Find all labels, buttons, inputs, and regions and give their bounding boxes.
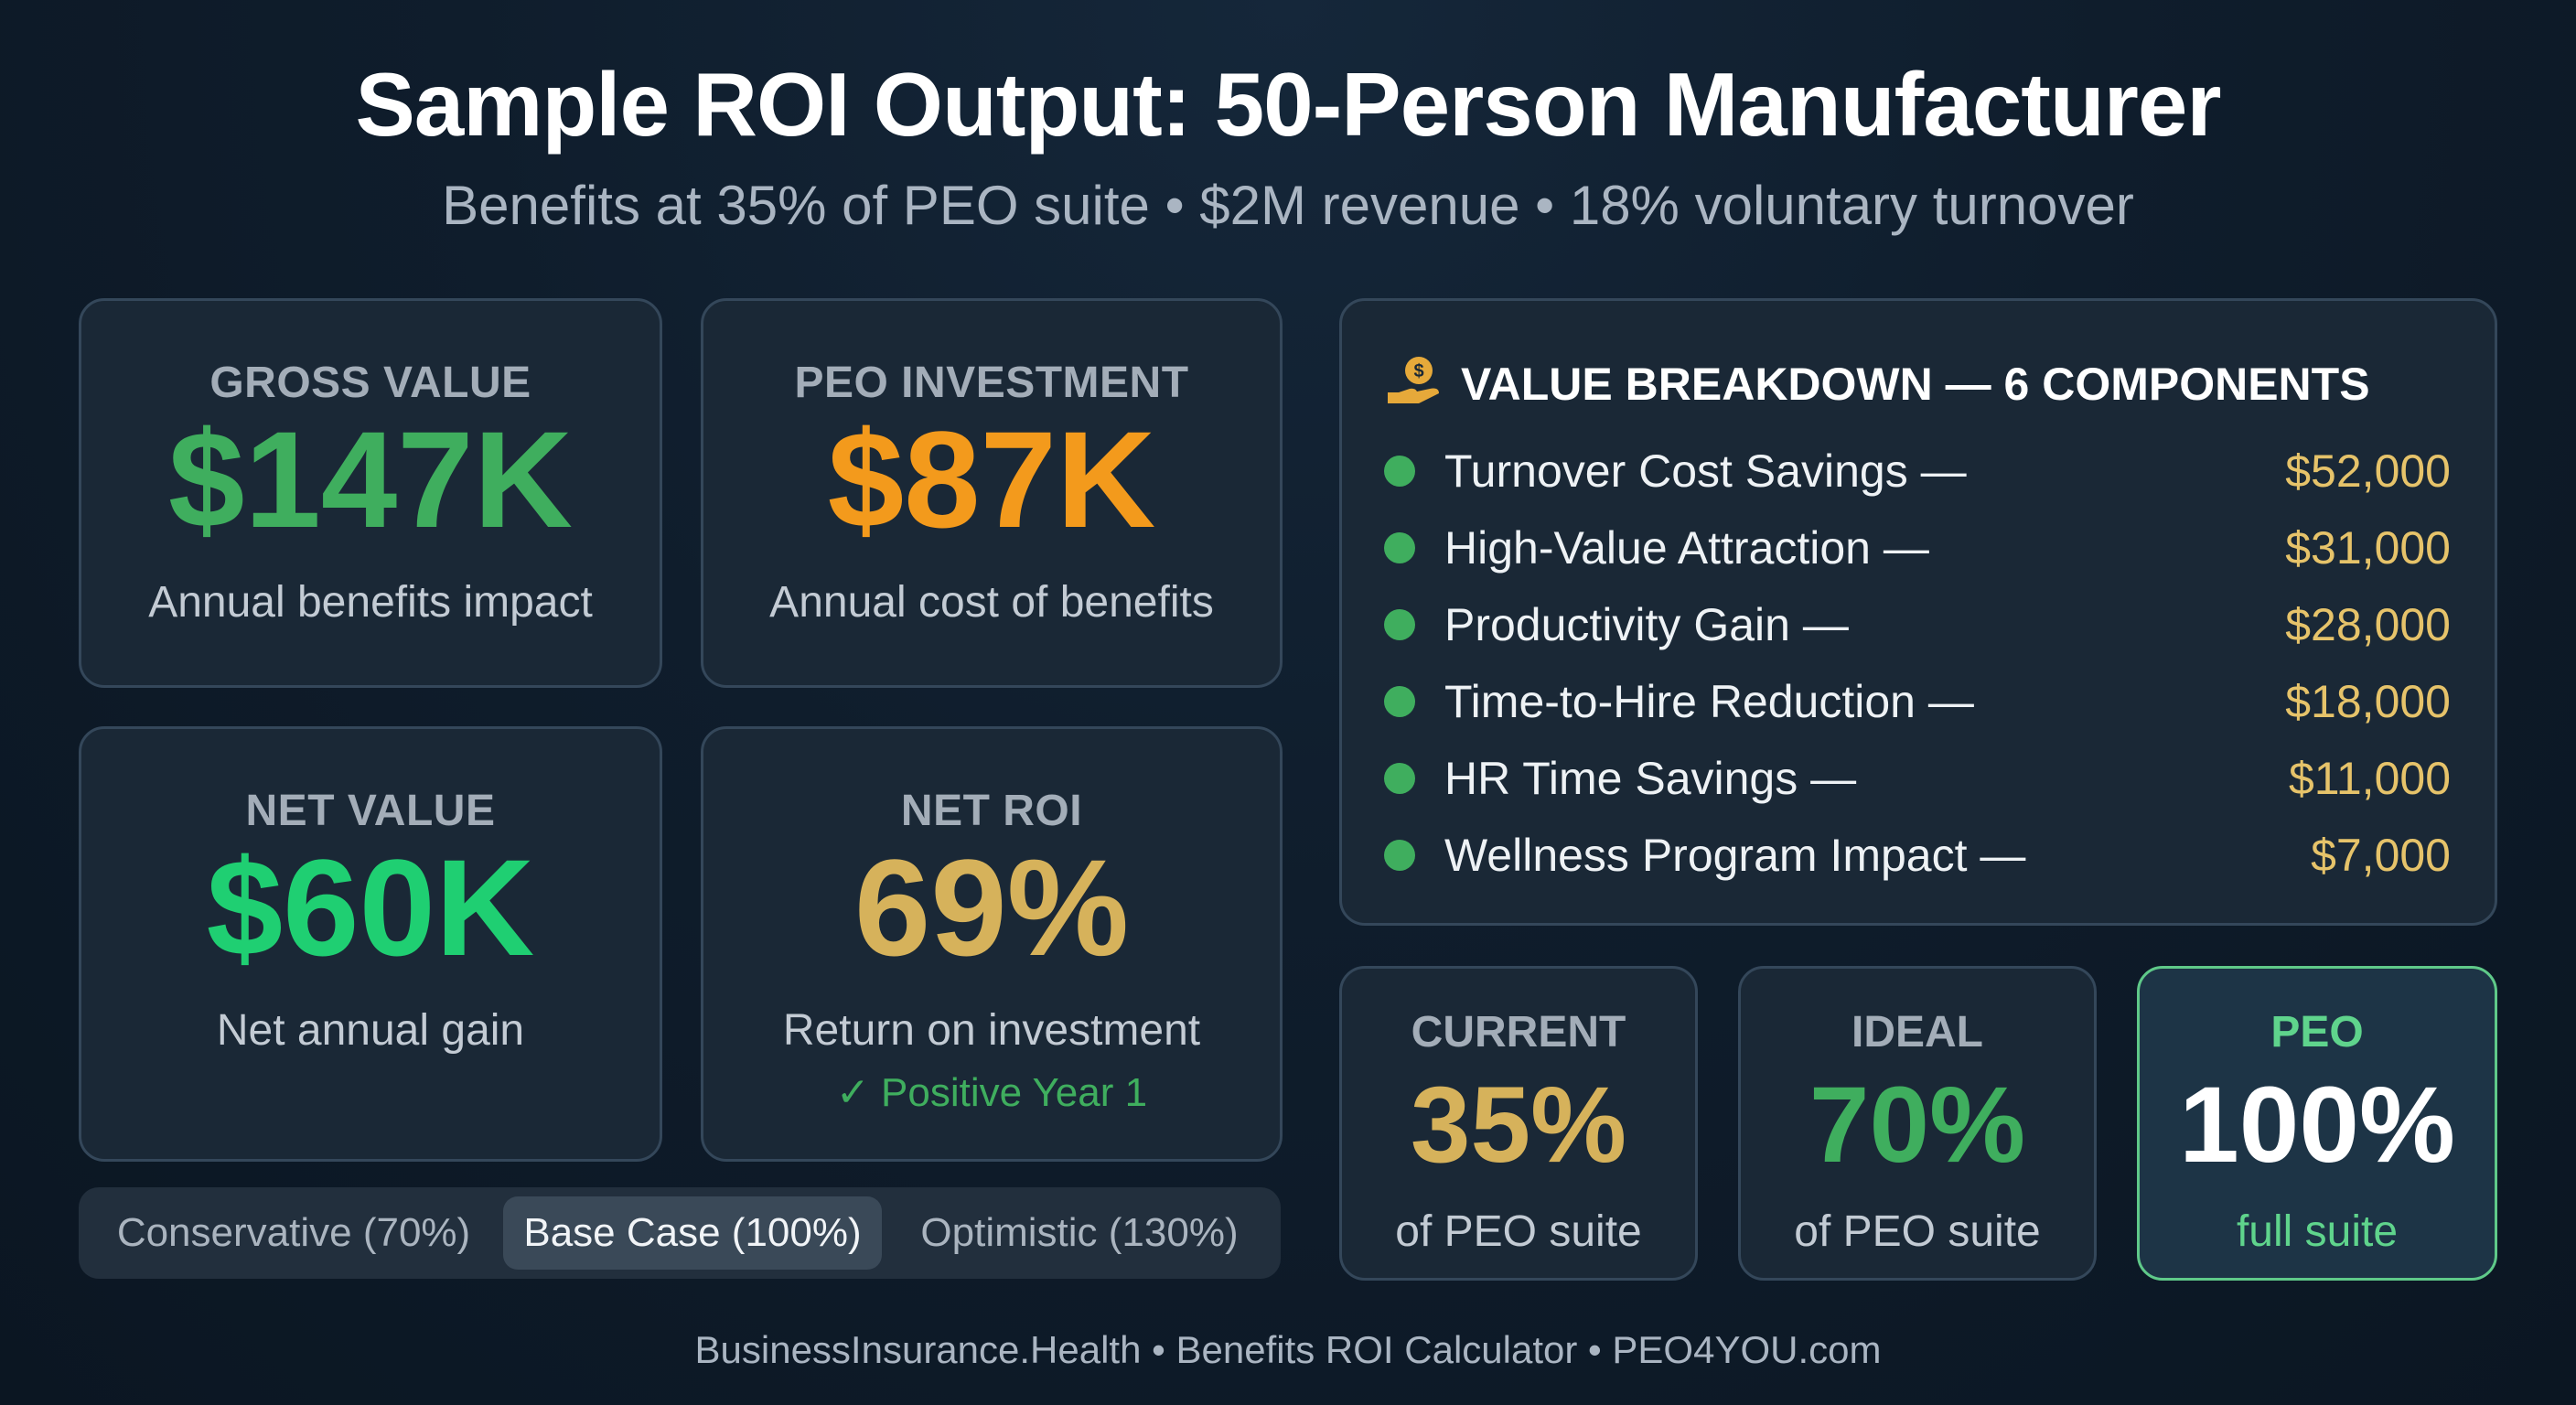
bullet-dot (1384, 686, 1415, 717)
gross-value-amount: $147K (81, 411, 660, 548)
breakdown-label: Time-to-Hire Reduction — (1444, 674, 1974, 729)
net-roi-card: NET ROI 69% Return on investment ✓ Posit… (701, 726, 1283, 1162)
value-breakdown-card: $ VALUE BREAKDOWN — 6 COMPONENTS Turnove… (1339, 298, 2497, 926)
net-value-caption: Net annual gain (81, 1005, 660, 1056)
peo-investment-card: PEO INVESTMENT $87K Annual cost of benef… (701, 298, 1283, 688)
peo-investment-label: PEO INVESTMENT (703, 358, 1280, 408)
peo-tier-value: 100% (2140, 1071, 2495, 1179)
page-title: Sample ROI Output: 50-Person Manufacture… (0, 53, 2576, 156)
peo-investment-amount: $87K (703, 411, 1280, 548)
bullet-dot (1384, 763, 1415, 794)
bullet-dot (1384, 532, 1415, 563)
breakdown-label: Productivity Gain — (1444, 597, 1849, 652)
net-value-label: NET VALUE (81, 786, 660, 836)
gross-value-card: GROSS VALUE $147K Annual benefits impact (79, 298, 662, 688)
net-value-card: NET VALUE $60K Net annual gain (79, 726, 662, 1162)
breakdown-row: High-Value Attraction — $31,000 (1384, 520, 2451, 575)
current-tier-card: CURRENT 35% of PEO suite (1339, 966, 1698, 1281)
ideal-tier-label: IDEAL (1741, 1007, 2094, 1057)
breakdown-amount: $11,000 (2289, 751, 2451, 806)
scenario-optimistic[interactable]: Optimistic (130%) (887, 1196, 1272, 1270)
peo-tier-label: PEO (2140, 1007, 2495, 1057)
current-tier-value: 35% (1342, 1071, 1695, 1179)
net-roi-label: NET ROI (703, 786, 1280, 836)
scenario-selector: Conservative (70%) Base Case (100%) Opti… (79, 1187, 1281, 1279)
ideal-tier-value: 70% (1741, 1071, 2094, 1179)
ideal-tier-sub: of PEO suite (1741, 1207, 2094, 1257)
net-roi-amount: 69% (703, 839, 1280, 976)
hand-coin-icon: $ (1384, 352, 1444, 413)
breakdown-label: Turnover Cost Savings — (1444, 444, 1967, 499)
breakdown-amount: $52,000 (2285, 444, 2451, 499)
breakdown-row: HR Time Savings — $11,000 (1384, 751, 2451, 806)
positive-year-badge: ✓ Positive Year 1 (703, 1069, 1280, 1116)
bullet-dot (1384, 456, 1415, 487)
net-roi-caption: Return on investment (703, 1005, 1280, 1056)
peo-tier-card: PEO 100% full suite (2137, 966, 2497, 1281)
bullet-dot (1384, 609, 1415, 640)
breakdown-row: Time-to-Hire Reduction — $18,000 (1384, 674, 2451, 729)
roi-output-panel: Sample ROI Output: 50-Person Manufacture… (0, 0, 2576, 1405)
value-breakdown-title: VALUE BREAKDOWN — 6 COMPONENTS (1461, 358, 2370, 411)
gross-value-label: GROSS VALUE (81, 358, 660, 408)
page-subtitle: Benefits at 35% of PEO suite • $2M reven… (0, 174, 2576, 237)
bullet-dot (1384, 840, 1415, 871)
breakdown-amount: $18,000 (2285, 674, 2451, 729)
breakdown-label: High-Value Attraction — (1444, 520, 1929, 575)
scenario-conservative[interactable]: Conservative (70%) (88, 1196, 499, 1270)
breakdown-row: Productivity Gain — $28,000 (1384, 597, 2451, 652)
breakdown-amount: $31,000 (2285, 520, 2451, 575)
breakdown-row: Wellness Program Impact — $7,000 (1384, 828, 2451, 883)
current-tier-sub: of PEO suite (1342, 1207, 1695, 1257)
peo-tier-sub: full suite (2140, 1207, 2495, 1257)
gross-value-caption: Annual benefits impact (81, 577, 660, 627)
breakdown-label: Wellness Program Impact — (1444, 828, 2025, 883)
footer-credits: BusinessInsurance.Health • Benefits ROI … (0, 1328, 2576, 1372)
breakdown-row: Turnover Cost Savings — $52,000 (1384, 444, 2451, 499)
breakdown-amount: $7,000 (2311, 828, 2451, 883)
ideal-tier-card: IDEAL 70% of PEO suite (1738, 966, 2097, 1281)
breakdown-amount: $28,000 (2285, 597, 2451, 652)
net-value-amount: $60K (81, 839, 660, 976)
breakdown-label: HR Time Savings — (1444, 751, 1856, 806)
scenario-base-case[interactable]: Base Case (100%) (503, 1196, 882, 1270)
current-tier-label: CURRENT (1342, 1007, 1695, 1057)
svg-text:$: $ (1413, 361, 1423, 381)
peo-investment-caption: Annual cost of benefits (703, 577, 1280, 627)
